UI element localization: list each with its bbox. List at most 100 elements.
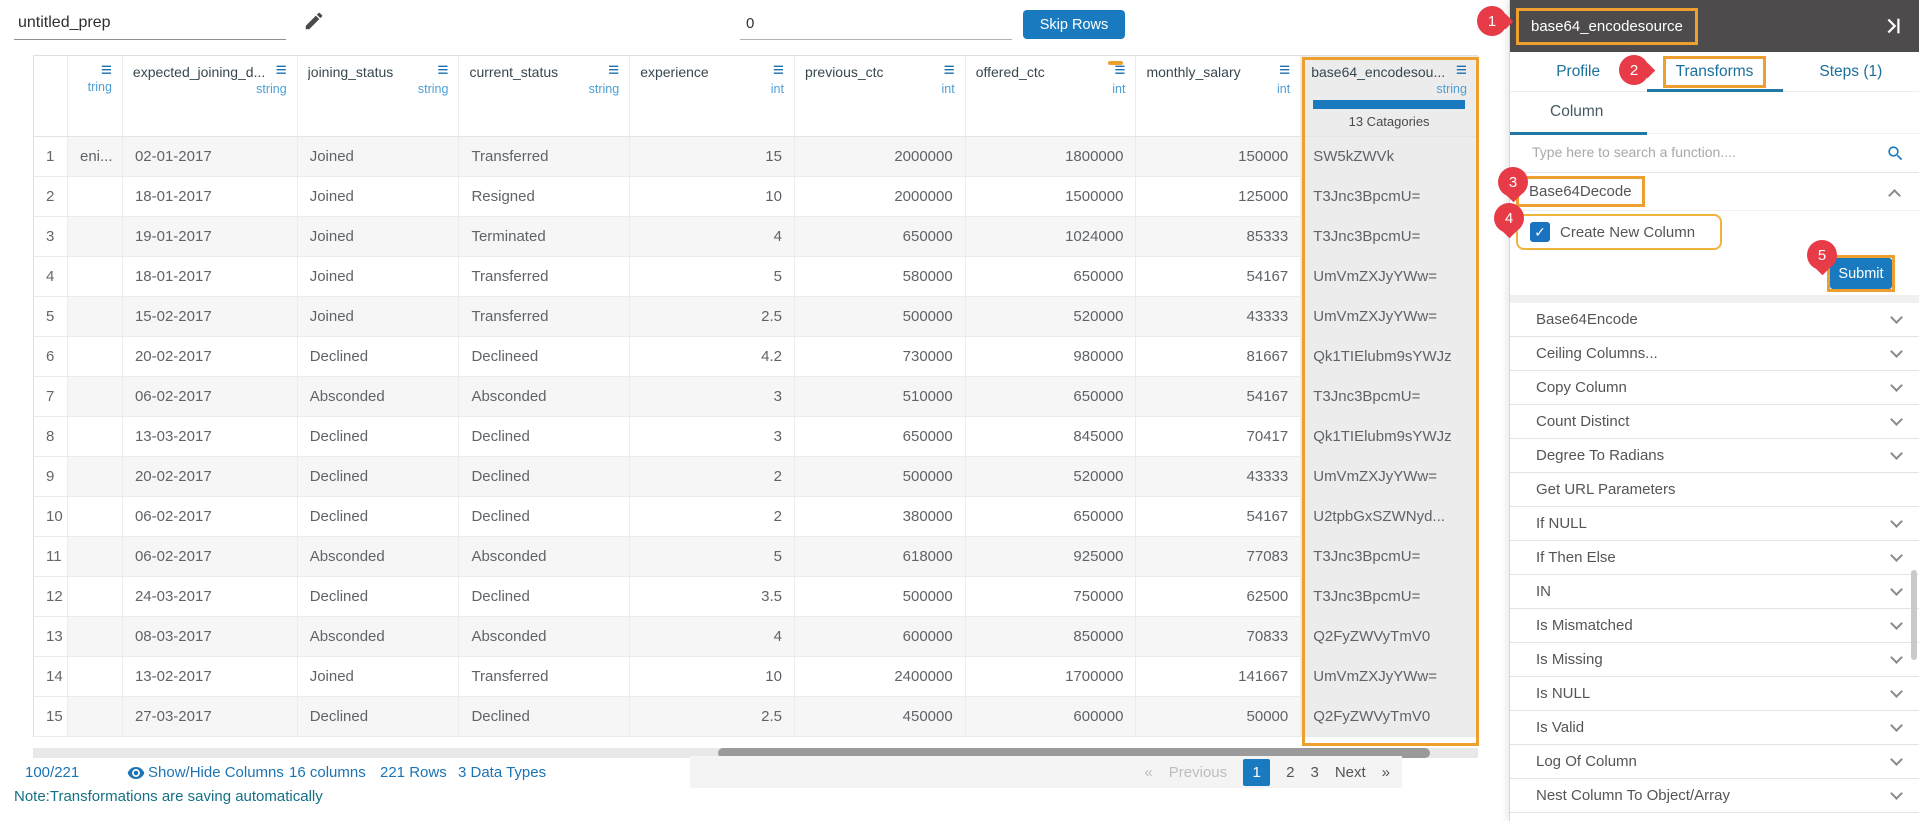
column-header-experience[interactable]: experience ≡ int [630,56,795,136]
chevron-down-icon [1890,583,1903,596]
function-item-is-valid[interactable]: Is Valid [1510,711,1919,745]
column-header-joining-status[interactable]: joining_status ≡ string [298,56,460,136]
table-cell: 06-02-2017 [123,497,298,536]
chevron-down-icon [1890,311,1903,324]
table-cell: 2 [630,497,795,536]
table-cell: 580000 [795,257,966,296]
prep-name-input[interactable]: untitled_prep [14,8,286,40]
function-item-is-mismatched[interactable]: Is Mismatched [1510,609,1919,643]
table-row: 14 13-02-2017 Joined Transferred 10 2400000 17… [34,657,1477,697]
function-item-degree-to-radians[interactable]: Degree To Radians [1510,439,1919,473]
column-type-label: int [770,82,784,96]
column-type-label: string [588,82,620,96]
table-cell: Declineed [459,337,631,376]
function-item-get-url-parameters[interactable]: Get URL Parameters [1510,473,1919,507]
function-search-input[interactable]: Type here to search a function.... [1510,134,1919,173]
chevron-up-icon [1888,189,1901,202]
tab-column[interactable]: Column [1550,103,1604,120]
horizontal-scrollbar[interactable] [33,748,1478,758]
table-cell: Absconded [459,537,631,576]
show-hide-columns-button[interactable]: Show/Hide Columns [148,764,284,781]
pencil-icon[interactable] [303,10,325,37]
pagination-first[interactable]: « [1144,763,1153,781]
function-item-is-null[interactable]: Is NULL [1510,677,1919,711]
rows-count-label: 221 Rows [380,764,447,781]
table-cell: Declined [459,457,631,496]
column-menu-icon[interactable]: ≡ [1114,60,1126,81]
function-item-in[interactable]: IN [1510,575,1919,609]
table-row: 5 15-02-2017 Joined Transferred 2.5 500000 520… [34,297,1477,337]
column-header-previous-ctc[interactable]: previous_ctc ≡ int [795,56,966,136]
column-menu-icon[interactable]: ≡ [943,60,955,81]
column-header-base64-encodesou-[interactable]: base64_encodesou... ≡ string 13 Catagories [1301,56,1477,136]
eye-icon[interactable] [127,766,145,785]
function-item-base64encode[interactable]: Base64Encode [1510,303,1919,337]
table-cell: 5 [630,537,795,576]
table-cell: 43333 [1136,297,1302,336]
pagination-page-1[interactable]: 1 [1243,758,1271,786]
table-cell: 54167 [1136,257,1302,296]
function-item-count-distinct[interactable]: Count Distinct [1510,405,1919,439]
column-menu-icon[interactable]: ≡ [275,60,287,81]
column-name: base64_encodesou... [1311,64,1446,80]
column-menu-icon[interactable]: ≡ [1279,60,1291,81]
function-item-nest-column-to-object-array[interactable]: Nest Column To Object/Array [1510,779,1919,813]
table-row: 12 24-03-2017 Declined Declined 3.5 500000 750… [34,577,1477,617]
function-item-log-of-column[interactable]: Log Of Column [1510,745,1919,779]
column-menu-icon[interactable]: ≡ [608,60,620,81]
checkbox-checked-icon[interactable]: ✓ [1530,222,1550,242]
skip-rows-input[interactable]: 0 [740,8,1012,40]
transforms-sidebar: base64_encodesource Profile Transforms S… [1509,0,1919,821]
horizontal-scrollbar-thumb[interactable] [718,748,1430,758]
table-cell: Joined [298,257,460,296]
skip-rows-button[interactable]: Skip Rows [1023,10,1125,39]
column-header-offered-ctc[interactable]: offered_ctc ≡ int [966,56,1137,136]
create-new-column-option[interactable]: ✓ Create New Column [1516,214,1722,250]
sidebar-scrollbar[interactable] [1911,570,1917,660]
tab-steps[interactable]: Steps (1) [1819,62,1883,80]
column-flag-indicator [1108,61,1124,65]
row-number-cell: 13 [34,617,68,656]
submit-button[interactable]: Submit [1830,258,1892,289]
table-cell: 650000 [794,217,966,256]
table-cell: Resigned [459,177,631,216]
pagination-next[interactable]: Next [1334,763,1366,781]
collapse-right-icon[interactable] [1881,15,1903,42]
tab-transforms[interactable]: Transforms [1646,52,1782,91]
row-number-cell: 5 [34,297,68,336]
table-cell: UmVmZXJyYWw= [1301,257,1477,296]
column-menu-icon[interactable]: ≡ [772,60,784,81]
pagination-previous[interactable]: Previous [1168,763,1228,781]
function-item-is-missing[interactable]: Is Missing [1510,643,1919,677]
table-cell: 1700000 [966,657,1137,696]
table-cell: 850000 [965,617,1137,656]
function-item-base64decode[interactable]: Base64Decode [1510,173,1919,211]
column-menu-icon[interactable]: ≡ [1455,60,1467,81]
function-item-if-null[interactable]: If NULL [1510,507,1919,541]
column-menu-icon[interactable]: ≡ [100,60,112,81]
table-cell: 650000 [966,257,1137,296]
chevron-down-icon [1890,753,1903,766]
table-cell: T3Jnc3BpcmU= [1301,537,1477,576]
function-item-copy-column[interactable]: Copy Column [1510,371,1919,405]
pagination-page-3[interactable]: 3 [1310,763,1319,781]
table-cell: Terminated [459,217,631,256]
function-item-if-then-else[interactable]: If Then Else [1510,541,1919,575]
column-header-current-status[interactable]: current_status ≡ string [459,56,631,136]
table-cell: 20-02-2017 [122,457,298,496]
table-cell: Joined [298,657,460,696]
column-menu-icon[interactable]: ≡ [437,60,449,81]
table-cell: 600000 [794,617,966,656]
column-header-expected-joining-d-[interactable]: expected_joining_d... ≡ string [123,56,298,136]
function-label: Is Mismatched [1536,617,1633,634]
column-name: experience [640,64,709,80]
tab-profile[interactable]: Profile [1556,62,1601,80]
pagination-page-2[interactable]: 2 [1286,763,1295,781]
function-item-ceiling-columns-[interactable]: Ceiling Columns... [1510,337,1919,371]
column-header-clipped[interactable]: ≡ tring [68,56,123,136]
pagination-last[interactable]: » [1381,763,1390,781]
column-header-monthly-salary[interactable]: monthly_salary ≡ int [1136,56,1302,136]
data-types-label: 3 Data Types [458,764,547,781]
chevron-down-icon [1890,787,1903,800]
table-row: 9 20-02-2017 Declined Declined 2 500000 520000… [34,457,1477,497]
